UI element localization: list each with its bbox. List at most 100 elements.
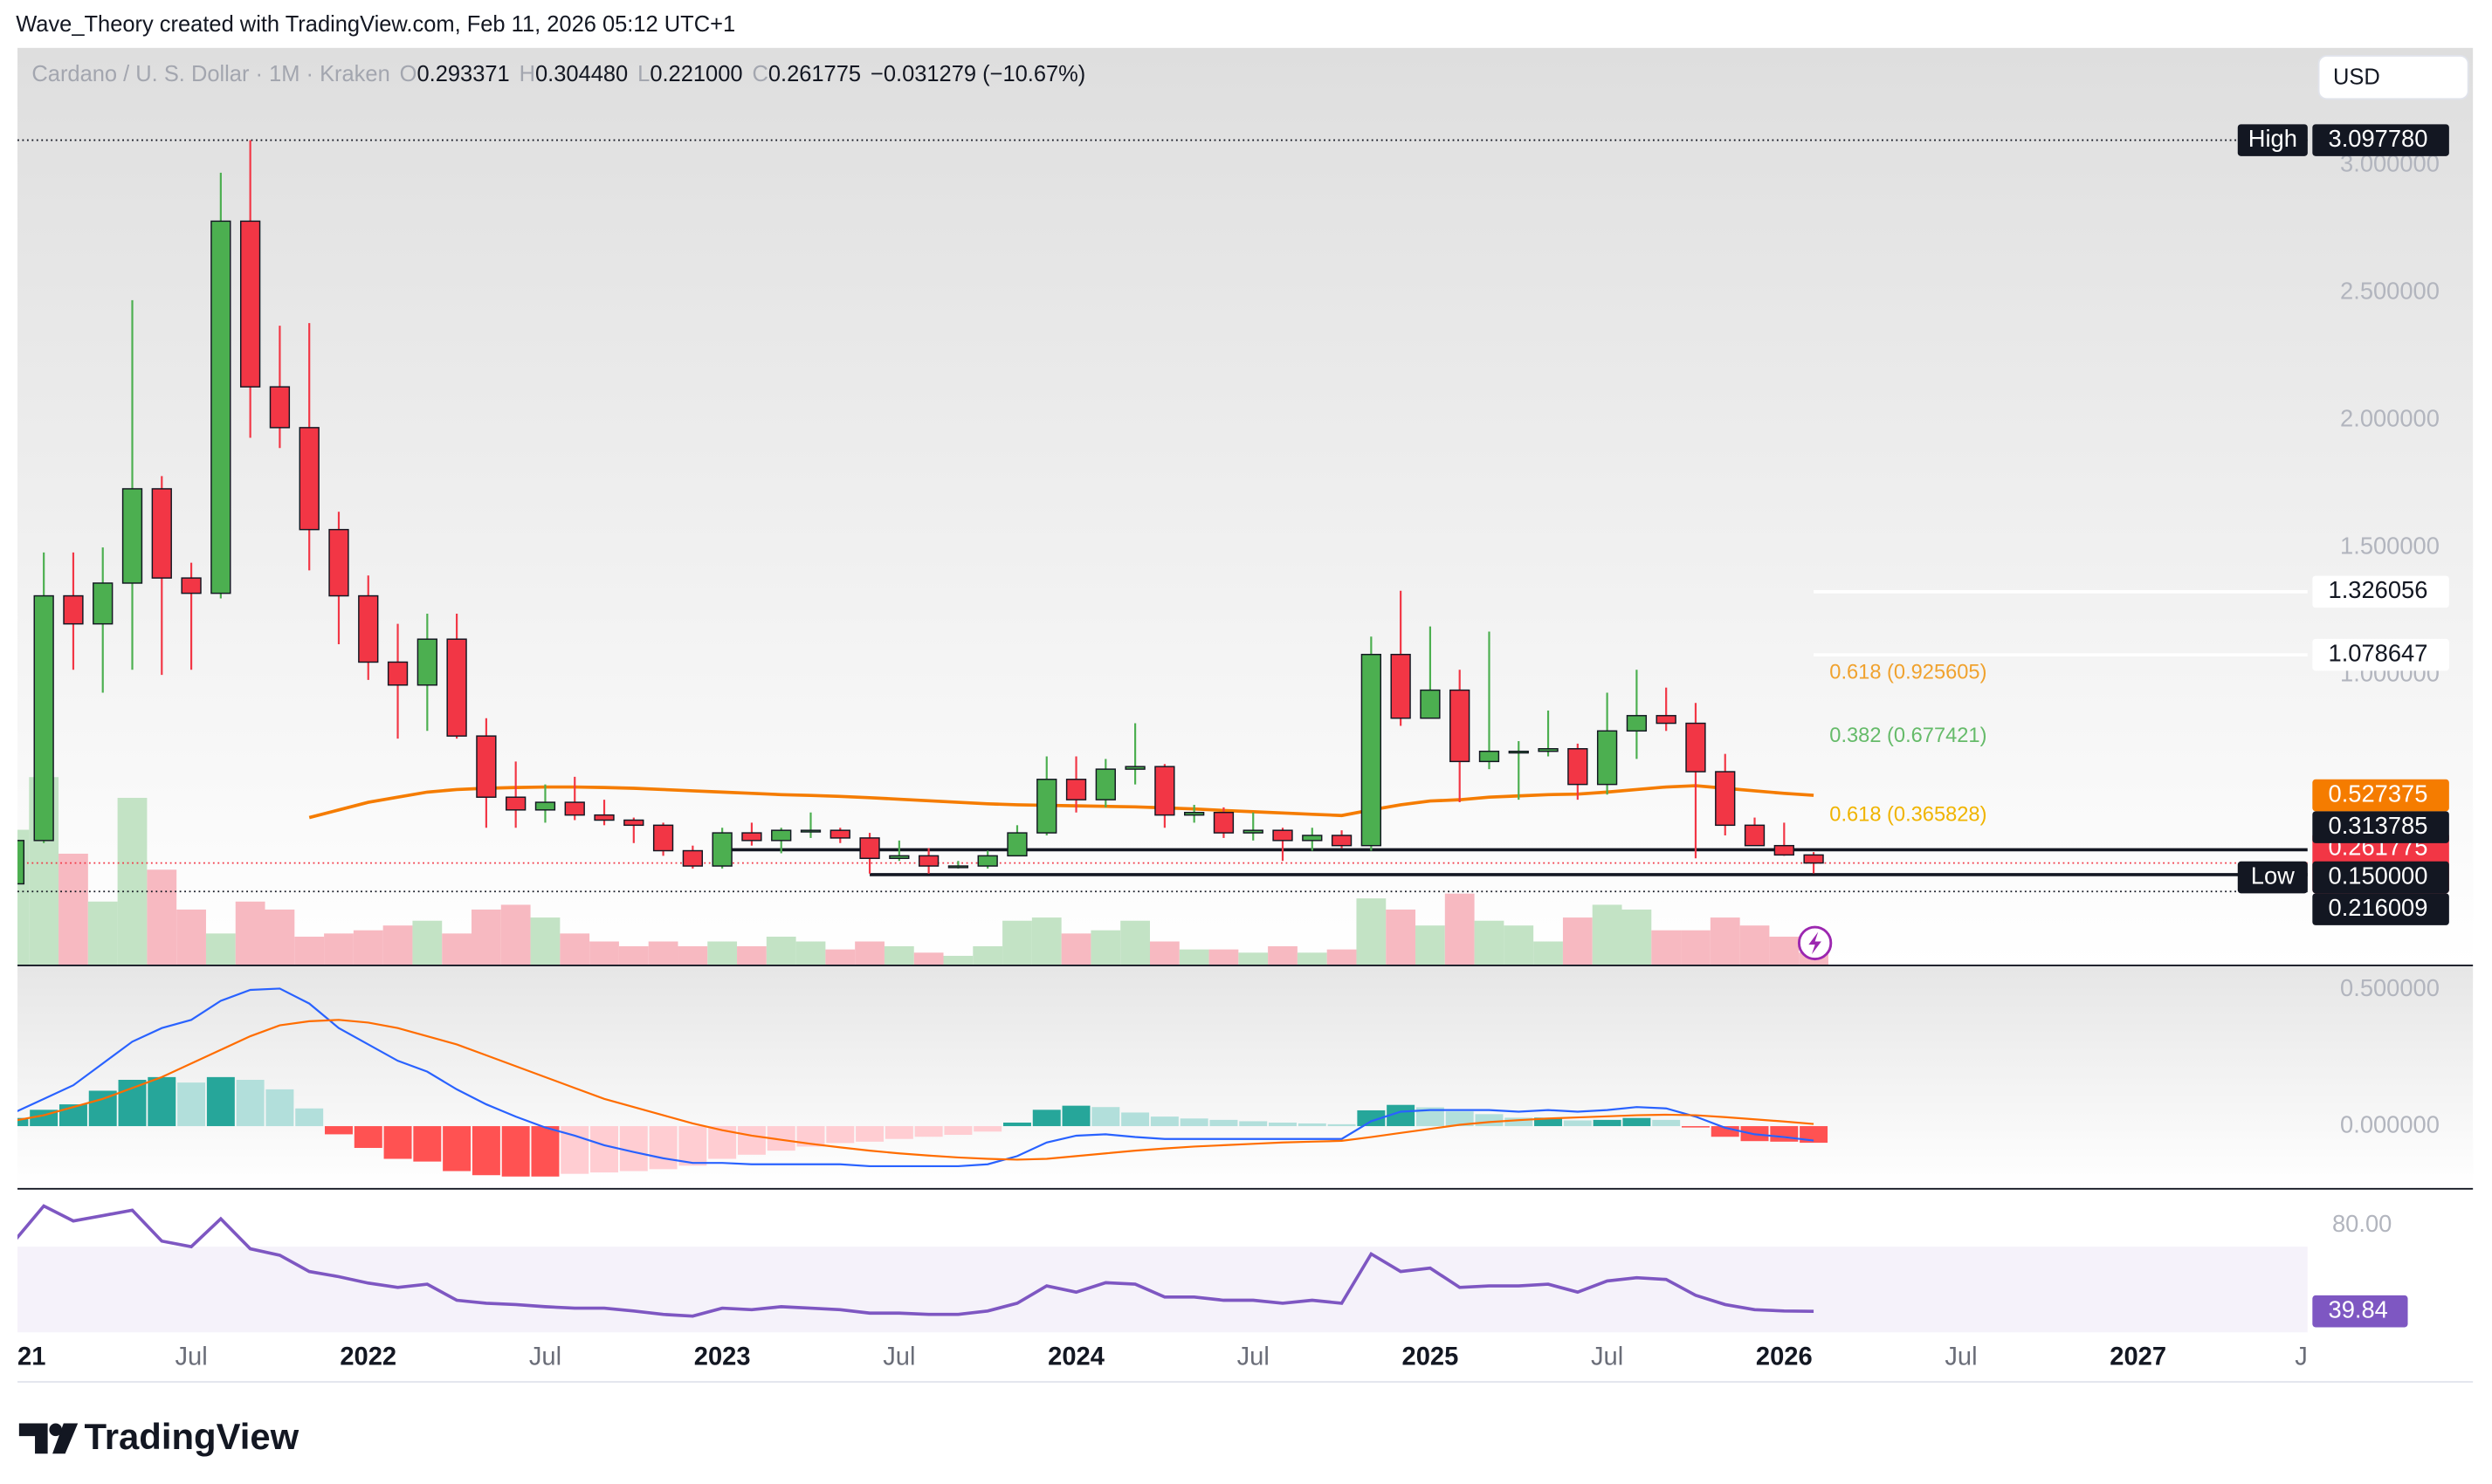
volume-bar — [1238, 952, 1269, 965]
macd-histogram-bar — [619, 1126, 648, 1171]
candle-body — [652, 824, 674, 852]
legend-high: 0.304480 — [535, 62, 628, 86]
candle-body — [269, 386, 291, 429]
x-tick-label: Jul — [529, 1343, 561, 1371]
extreme-price-label: 0.150000 — [2329, 862, 2428, 889]
volume-bar — [530, 917, 561, 965]
fib-label: 0.618 (0.365828) — [1829, 804, 1986, 827]
volume-bar — [235, 901, 265, 965]
rsi-line — [17, 1204, 1814, 1318]
legend: Cardano / U. S. Dollar · 1M · Kraken O0.2… — [31, 62, 1085, 86]
candle-body — [741, 832, 762, 842]
volume-bar — [205, 933, 236, 965]
candle-body — [977, 855, 998, 867]
x-tick-label: 2026 — [1756, 1343, 1813, 1371]
volume-bar — [1031, 917, 1062, 965]
rsi-band — [17, 1247, 2308, 1333]
volume-bar — [678, 945, 708, 965]
candle-body — [446, 638, 467, 737]
macd-histogram-bar — [1563, 1120, 1592, 1127]
macd-histogram-bar — [1593, 1119, 1621, 1127]
candle-body — [564, 801, 585, 816]
volume-bar — [1208, 949, 1239, 965]
currency-button[interactable] — [2317, 55, 2469, 100]
rsi-value-box — [2312, 1295, 2408, 1328]
candle-body — [1626, 715, 1648, 732]
extreme-tag: High — [2248, 125, 2297, 152]
macd-histogram-bar — [354, 1126, 382, 1149]
level-price-box — [2312, 811, 2449, 843]
volume-bar — [382, 925, 413, 965]
candle-body — [1685, 722, 1706, 773]
candle-body — [712, 832, 733, 867]
macd-histogram-bar — [1032, 1110, 1061, 1127]
y-tick-label: 2.500000 — [2340, 277, 2440, 304]
candle-body — [328, 528, 349, 597]
volume-bar — [1474, 920, 1504, 965]
macd-line — [17, 987, 1814, 1168]
candle-body — [771, 829, 792, 842]
rsi-pane — [17, 1188, 2474, 1333]
legend-open: 0.293371 — [416, 62, 509, 86]
x-tick-label: Jul — [1945, 1343, 1977, 1371]
macd-histogram-bar — [826, 1126, 855, 1144]
candle-body — [33, 594, 54, 842]
candle-body — [1184, 812, 1205, 816]
extreme-price-box — [2312, 861, 2449, 894]
x-tick-label: 2024 — [1048, 1343, 1105, 1371]
extreme-price-label: 3.097780 — [2329, 125, 2428, 152]
volume-bar — [1002, 920, 1032, 965]
fib-label: 0.618 (0.925605) — [1829, 661, 1986, 684]
volume-bar — [500, 904, 531, 965]
volume-bar — [472, 909, 501, 965]
volume-bar — [855, 941, 885, 965]
volume-bar — [1504, 925, 1534, 965]
macd-histogram-bar — [1269, 1122, 1297, 1127]
macd-histogram-bar — [856, 1126, 885, 1142]
candle-body — [1272, 829, 1293, 842]
volume-bar — [618, 945, 649, 965]
x-tick-label: 2022 — [340, 1343, 396, 1371]
volume-bar — [1739, 925, 1770, 965]
macd-histogram-bar — [325, 1126, 353, 1135]
candle-body — [1596, 730, 1618, 786]
macd-tick-label: 0.500000 — [2340, 974, 2440, 1001]
macd-histogram-bar — [1770, 1126, 1799, 1142]
ema-price-box — [2312, 779, 2449, 812]
candle-body — [210, 220, 231, 594]
candle-body — [476, 735, 497, 798]
macd-histogram-bar — [885, 1126, 913, 1139]
macd-histogram-bar — [590, 1126, 619, 1173]
candle-body — [63, 594, 84, 625]
macd-histogram-bar — [737, 1126, 766, 1155]
volume-bar — [353, 930, 383, 965]
candle-body — [947, 865, 969, 869]
volume-bar — [795, 941, 826, 965]
candle-body — [830, 829, 850, 839]
x-tick-label: J — [2295, 1343, 2308, 1371]
macd-histogram-bar — [1002, 1122, 1031, 1127]
volume-bar — [1268, 945, 1298, 965]
candle-body — [1065, 779, 1087, 800]
x-tick-label: Jul — [1237, 1343, 1270, 1371]
volume-bar — [707, 941, 738, 965]
rsi-tick-label: 80.00 — [2332, 1210, 2392, 1237]
rsi-value-label: 39.84 — [2329, 1295, 2388, 1323]
macd-histogram-bar — [1121, 1112, 1150, 1127]
macd-histogram-bar — [1415, 1107, 1444, 1127]
macd-histogram-bar — [206, 1076, 235, 1127]
macd-histogram-bar — [531, 1126, 560, 1177]
macd-histogram-bar — [1091, 1107, 1120, 1127]
candle-body — [1773, 844, 1794, 856]
x-tick-label: 2025 — [1402, 1343, 1459, 1371]
signal-line — [17, 1019, 1814, 1161]
extreme-tag: Low — [2251, 862, 2295, 889]
macd-plot — [17, 987, 1828, 1177]
volume-bar — [973, 945, 1003, 965]
volume-bar — [766, 937, 796, 965]
macd-histogram-bar — [1504, 1117, 1533, 1127]
macd-histogram-bar — [148, 1076, 176, 1127]
level-price-box — [2312, 575, 2449, 608]
volume-bar — [884, 945, 914, 965]
currency[interactable]: USD — [2333, 65, 2380, 89]
